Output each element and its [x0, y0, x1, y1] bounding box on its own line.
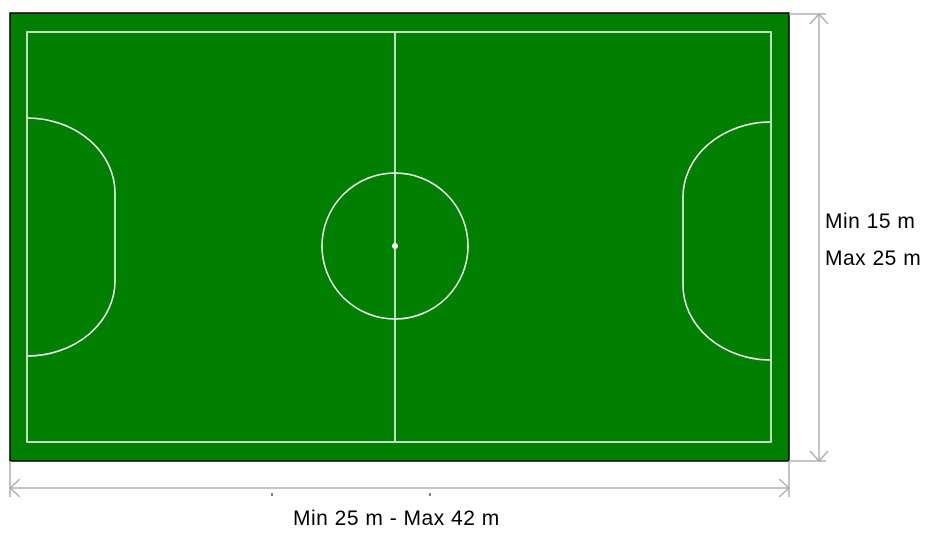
width-max-label: Max 25 m	[825, 247, 922, 270]
centre-spot	[392, 243, 398, 249]
length-label: Min 25 m - Max 42 m	[293, 507, 500, 530]
width-min-label: Min 15 m	[825, 210, 916, 233]
length-dimension-arrow	[8, 461, 791, 498]
boundary-line	[26, 31, 772, 443]
centre-circle	[321, 172, 469, 320]
width-dimension-arrow	[789, 12, 829, 463]
pitch-surface	[9, 12, 790, 462]
left-penalty-area	[26, 117, 116, 357]
length-tick-marks	[271, 493, 431, 496]
right-penalty-area	[682, 121, 772, 361]
